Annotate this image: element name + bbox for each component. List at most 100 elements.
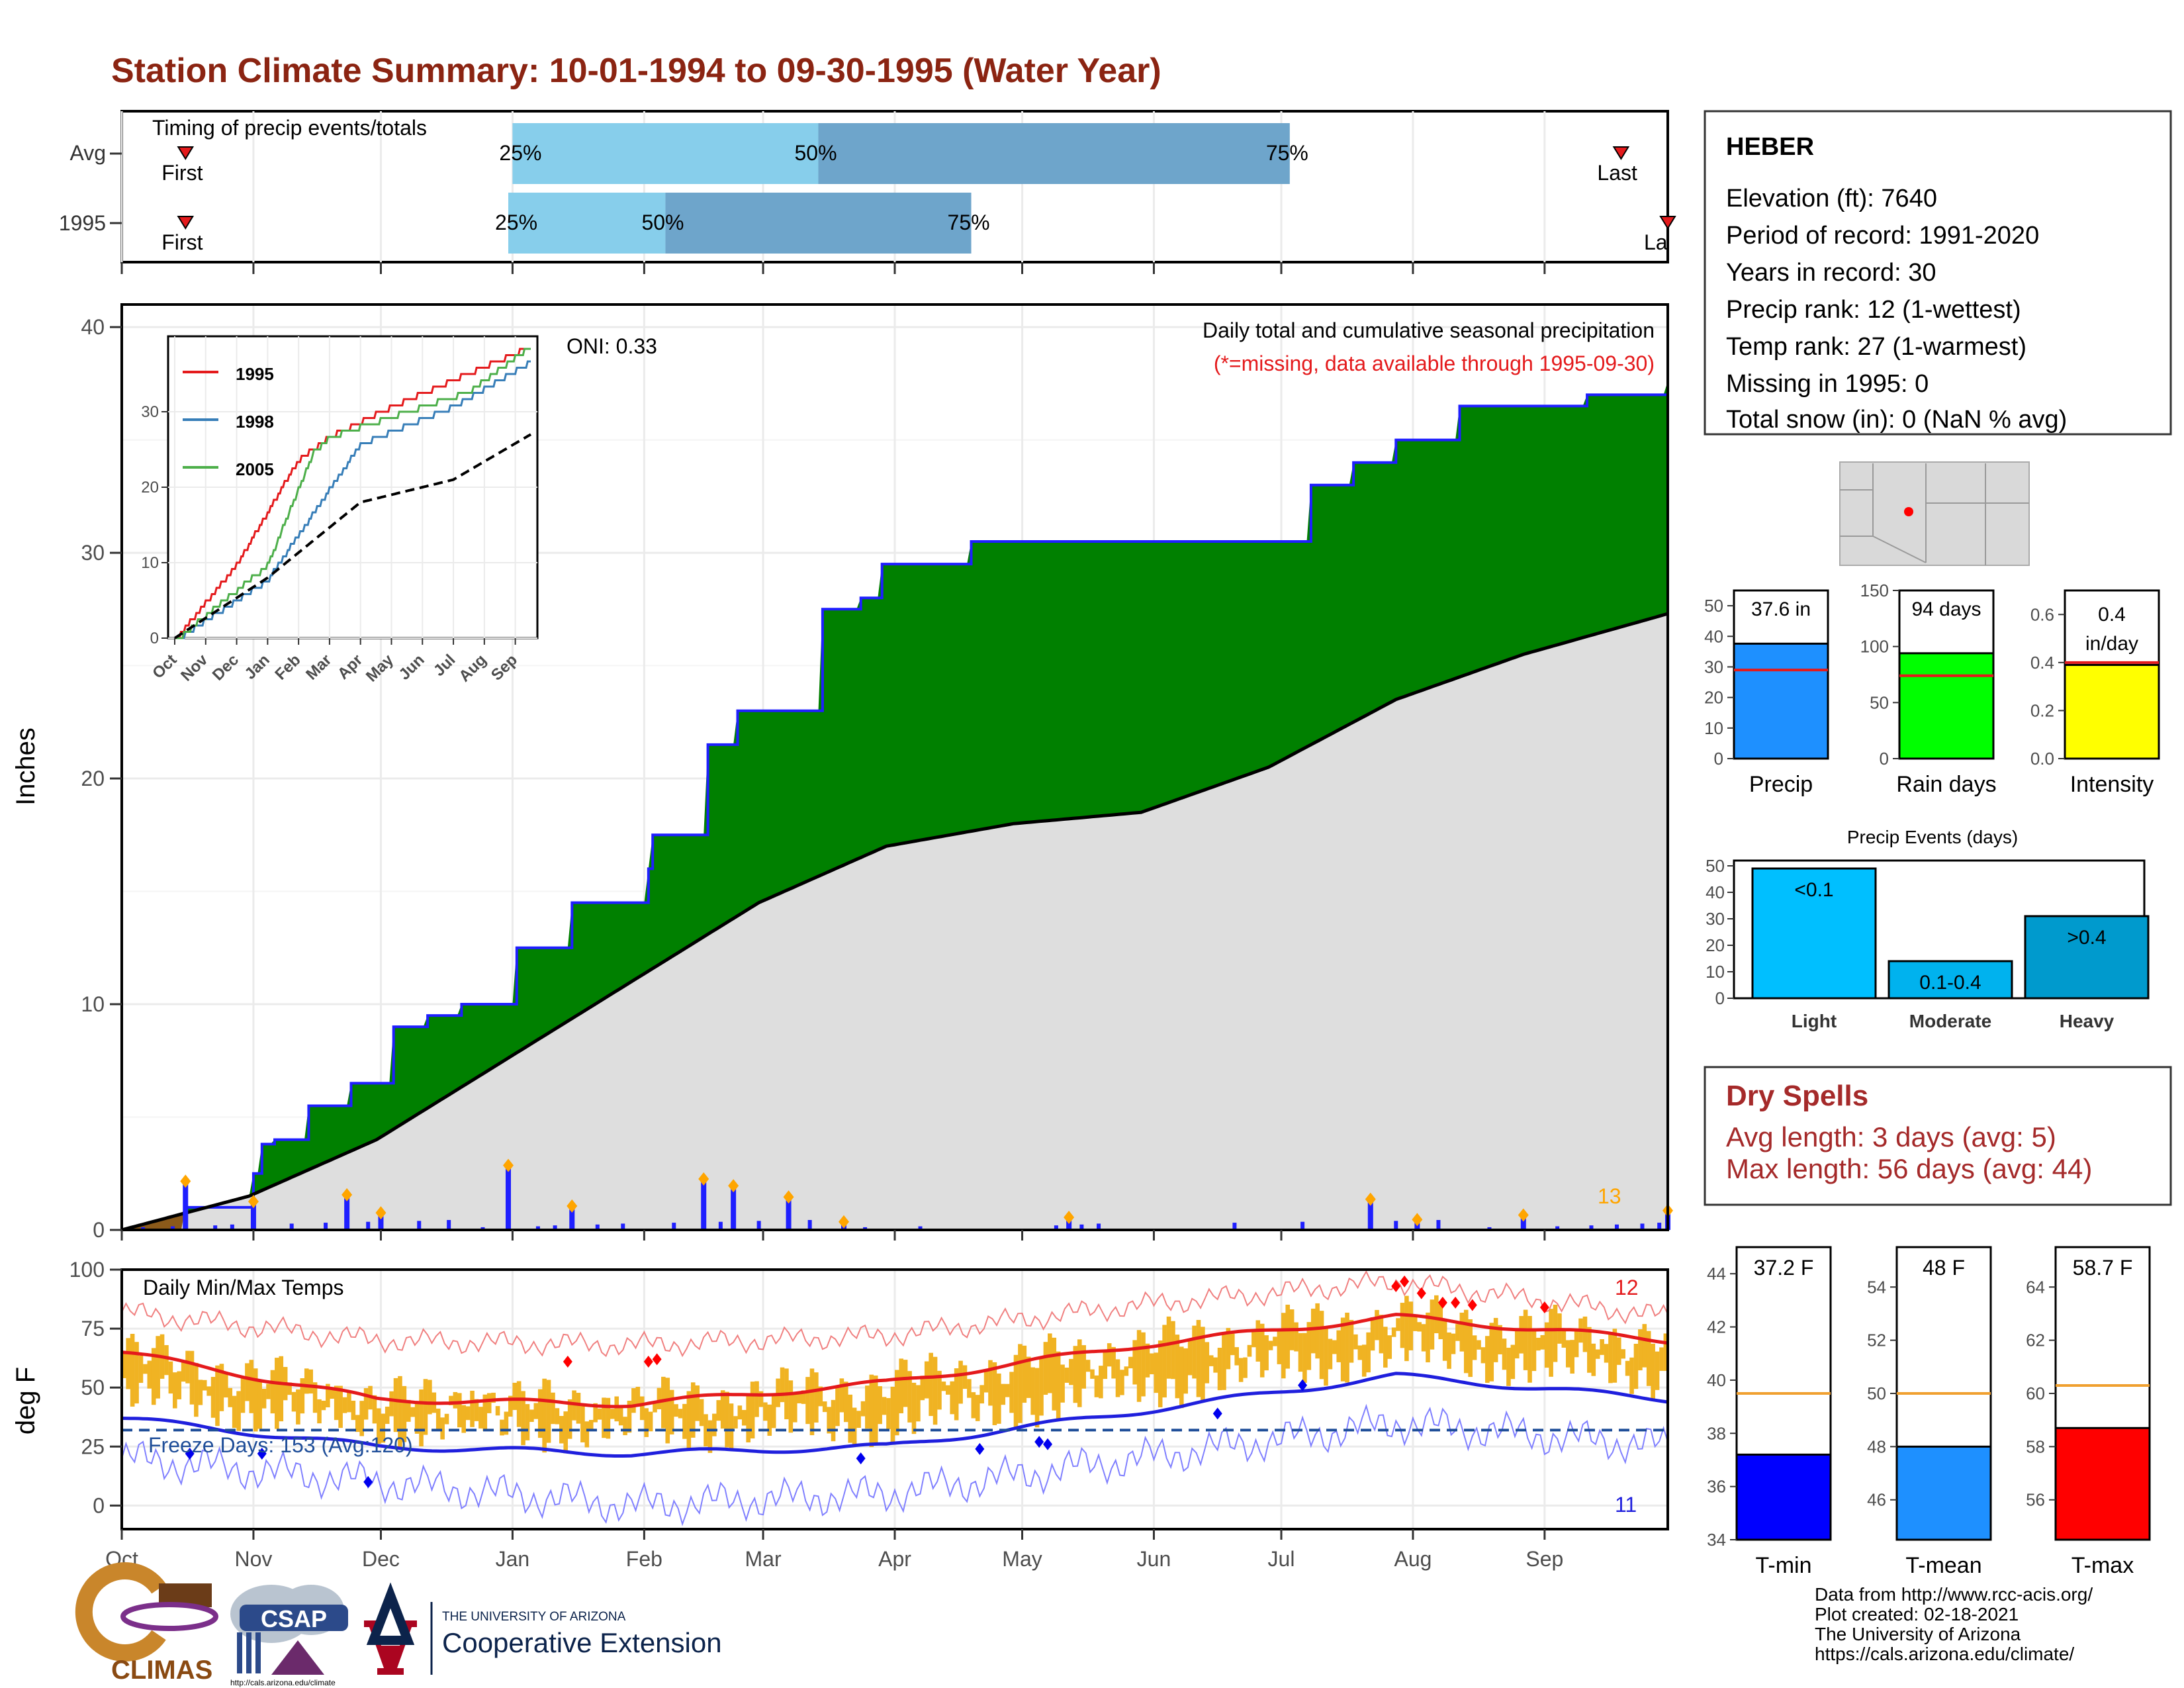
daily-precip-bar-small: [213, 1225, 218, 1230]
temp-daily-bar: [763, 1402, 768, 1421]
daily-precip-bar: [786, 1198, 792, 1230]
month-tick-label: Feb: [626, 1547, 662, 1571]
events-tick-label: 0: [1715, 988, 1725, 1008]
temp-daily-bar: [1251, 1329, 1256, 1348]
daily-precip-bar-small: [141, 1227, 146, 1230]
temp-daily-bar: [546, 1380, 551, 1443]
temp-daily-bar: [805, 1377, 810, 1425]
temp-summary-value: 58.7 F: [2073, 1256, 2133, 1280]
precip-y-label: Inches: [11, 727, 40, 806]
temp-daily-bar: [1655, 1351, 1660, 1390]
record-max-line: [121, 1270, 1668, 1358]
temp-daily-bar: [1400, 1303, 1405, 1348]
temp-daily-bar: [729, 1403, 734, 1448]
temp-daily-bar: [1158, 1340, 1163, 1407]
daily-precip-bar-small: [1589, 1225, 1594, 1230]
temp-daily-bar: [1353, 1334, 1358, 1350]
temp-daily-bar: [657, 1387, 662, 1409]
daily-precip-marker: [783, 1190, 794, 1204]
summary-value-bar: [1733, 642, 1829, 760]
quartile-bar-25-50: [508, 193, 666, 254]
month-tick-label: Mar: [745, 1547, 782, 1571]
temp-summary-tick-label: 40: [1707, 1370, 1726, 1390]
precip-count-label: 13: [1598, 1184, 1621, 1208]
temp-summary-tick-label: 56: [2026, 1490, 2045, 1510]
temp-daily-bar: [338, 1385, 343, 1429]
temp-daily-bar: [1426, 1312, 1430, 1363]
temp-daily-bar: [270, 1370, 275, 1414]
temp-daily-bar: [1638, 1329, 1643, 1371]
temp-summary-tick-label: 52: [1867, 1331, 1886, 1350]
temp-daily-bar: [240, 1376, 246, 1413]
precip-note: Daily total and cumulative seasonal prec…: [1203, 318, 1655, 342]
temp-daily-bar: [1208, 1355, 1214, 1366]
credit-line-4: https://cals.arizona.edu/climate/: [1815, 1644, 2074, 1664]
timing-row-avg-label: Avg: [69, 141, 106, 165]
first-marker: [177, 146, 195, 160]
temp-daily-bar: [1527, 1315, 1532, 1383]
daily-precip-marker: [1518, 1208, 1529, 1222]
station-line-6: Missing in 1995: 0: [1726, 370, 1929, 398]
temp-daily-bar: [839, 1378, 844, 1413]
pct-label-50: 50%: [794, 141, 837, 165]
temp-daily-bar: [500, 1419, 504, 1436]
temp-daily-bar: [848, 1394, 853, 1443]
temp-daily-bar: [1485, 1336, 1490, 1383]
temp-daily-bar: [334, 1385, 339, 1421]
month-axis: Oct Nov Dec Jan Feb Mar Apr May Jun Jul Aug Sep: [105, 1230, 1563, 1571]
temp-daily-bar: [1222, 1334, 1226, 1390]
temp-daily-bar: [1447, 1332, 1451, 1369]
daily-precip-bar: [506, 1166, 511, 1230]
temp-daily-bar: [1489, 1323, 1494, 1382]
record-high-marker: [1391, 1280, 1401, 1292]
temp-daily-bar: [1349, 1319, 1354, 1363]
temp-daily-bar: [1451, 1333, 1456, 1354]
temp-daily-bar: [359, 1401, 364, 1436]
last-label: La: [1644, 230, 1668, 254]
last-marker: [1612, 146, 1630, 160]
daily-precip-bar-small: [230, 1224, 234, 1230]
credit-line-1: Data from http://www.rcc-acis.org/: [1815, 1584, 2093, 1605]
temp-daily-bar: [215, 1365, 220, 1427]
summary-tick-label: 30: [1704, 657, 1723, 677]
record-high-marker: [652, 1353, 662, 1366]
temp-daily-bar: [321, 1400, 326, 1411]
temp-summary-bar: [1735, 1453, 1832, 1541]
precip-y-tick-label: 40: [81, 315, 105, 339]
temp-y-tick-label: 0: [93, 1493, 105, 1517]
events-tick-label: 40: [1706, 882, 1725, 902]
temp-daily-bar: [843, 1382, 848, 1423]
temp-daily-bar: [1145, 1343, 1150, 1378]
temp-daily-bar: [1366, 1332, 1371, 1373]
daily-precip-marker: [248, 1195, 259, 1209]
temp-daily-bar: [147, 1360, 152, 1389]
temp-daily-bar: [542, 1378, 547, 1453]
temp-daily-bar: [644, 1408, 649, 1437]
temp-daily-bar: [788, 1380, 794, 1433]
temp-daily-bar: [797, 1393, 801, 1403]
temp-daily-bar: [1268, 1340, 1273, 1350]
dry-spells-box: Dry Spells Avg length: 3 days (avg: 5) M…: [1704, 1066, 2172, 1206]
temp-daily-bar: [143, 1364, 148, 1374]
temp-y-tick-label: 50: [81, 1376, 105, 1399]
summary-tick-label: 100: [1860, 637, 1889, 657]
temp-daily-bar: [253, 1368, 258, 1432]
station-name: HEBER: [1726, 133, 1814, 161]
temp-daily-bar: [1150, 1353, 1154, 1375]
temp-daily-bar: [266, 1383, 271, 1399]
avg-min-line: [121, 1372, 1668, 1458]
temp-daily-bar: [1310, 1308, 1316, 1354]
temp-daily-bar: [576, 1393, 581, 1424]
daily-precip-bar-small: [621, 1223, 625, 1230]
daily-precip-bar-small: [718, 1221, 723, 1230]
daily-precip-bar-small: [289, 1223, 294, 1230]
page-title: Station Climate Summary: 10-01-1994 to 0…: [111, 52, 1161, 90]
excess-cumulative-area: [122, 381, 1668, 1230]
temp-daily-bar: [920, 1376, 925, 1401]
temp-daily-bar: [899, 1358, 904, 1414]
temp-summary-bars: 37.2 F 34 36 38 40 42 44 T-min 48 F 46 48 50 52 54 T-m…: [1707, 1246, 2151, 1578]
temp-daily-bar: [419, 1389, 424, 1447]
temp-daily-bar: [979, 1385, 984, 1404]
daily-precip-bar-small: [1555, 1226, 1560, 1230]
